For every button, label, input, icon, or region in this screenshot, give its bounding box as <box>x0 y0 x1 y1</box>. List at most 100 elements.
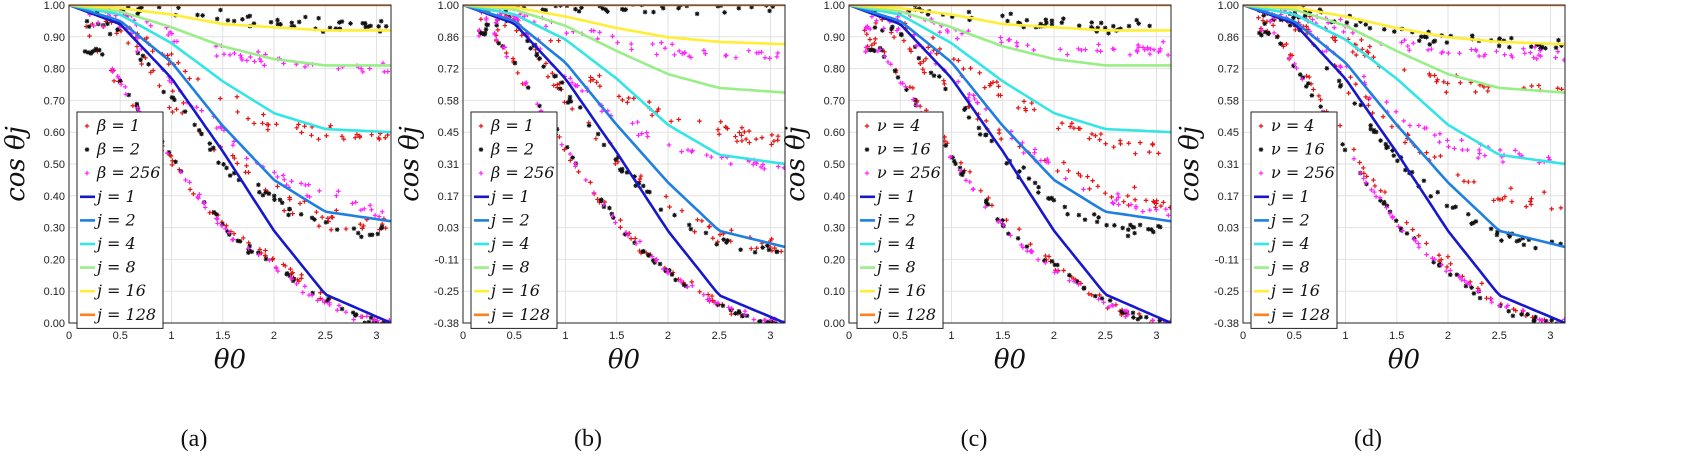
scatter-point <box>632 174 637 179</box>
scatter-point <box>1066 168 1071 174</box>
scatter-point <box>676 5 681 11</box>
scatter-point <box>1358 19 1363 24</box>
scatter-point <box>1102 25 1108 31</box>
scatter-point <box>552 74 557 79</box>
scatter-point <box>170 95 176 101</box>
scatter-point <box>523 80 529 85</box>
scatter-point <box>1366 103 1371 108</box>
scatter-point <box>484 22 489 27</box>
scatter-point <box>134 101 140 107</box>
scatter-point <box>107 31 113 37</box>
scatter-point <box>223 226 228 232</box>
scatter-point <box>196 128 202 133</box>
scatter-point <box>618 225 623 230</box>
scatter-point <box>227 52 233 58</box>
scatter-point <box>139 61 144 67</box>
scatter-point <box>646 99 652 105</box>
scatter-point <box>775 133 781 139</box>
scatter-point <box>615 154 621 160</box>
y-tick-label: 0.80 <box>824 64 845 76</box>
scatter-point <box>350 201 355 206</box>
y-tick-label: 0.60 <box>44 127 65 139</box>
scatter-point <box>1077 126 1083 131</box>
scatter-point <box>478 30 483 36</box>
scatter-point <box>214 216 220 222</box>
scatter-point <box>701 292 707 297</box>
scatter-point <box>225 229 230 234</box>
scatter-point <box>1051 197 1057 203</box>
scatter-point <box>998 93 1003 98</box>
scatter-point <box>1378 188 1384 194</box>
scatter-point <box>178 169 183 175</box>
scatter-point <box>258 59 264 64</box>
scatter-point <box>176 60 181 66</box>
scatter-point <box>300 290 306 295</box>
y-tick-label: -0.25 <box>434 286 459 298</box>
scatter-point <box>1445 138 1450 143</box>
scatter-point <box>863 49 869 54</box>
scatter-point <box>715 300 721 306</box>
scatter-point <box>688 55 694 60</box>
scatter-point <box>477 27 482 33</box>
scatter-point <box>336 188 341 194</box>
scatter-point <box>385 69 391 74</box>
scatter-point <box>115 73 121 79</box>
scatter-point <box>750 162 756 167</box>
scatter-point <box>1318 97 1323 103</box>
scatter-point <box>240 235 246 241</box>
scatter-point <box>774 249 780 255</box>
scatter-point <box>329 214 334 220</box>
scatter-point <box>863 45 869 50</box>
scatter-point <box>1271 30 1277 36</box>
legend-label: j = 16 <box>874 281 926 300</box>
scatter-point <box>138 57 143 63</box>
scatter-point <box>309 293 315 298</box>
scatter-point <box>1336 78 1342 84</box>
scatter-point <box>1366 50 1371 55</box>
chart-panel-2: -0.38 -0.25 -0.11 0.03 0.17 0.31 0.45 0.58 0.72 0… <box>395 0 786 452</box>
scatter-point <box>1443 268 1449 274</box>
scatter-point <box>302 64 308 70</box>
scatter-point <box>275 174 280 180</box>
scatter-point <box>1098 20 1104 26</box>
scatter-point <box>1378 138 1383 143</box>
scatter-point <box>624 170 630 175</box>
scatter-point <box>1008 233 1013 238</box>
scatter-point <box>1136 21 1141 26</box>
scatter-point <box>882 53 887 59</box>
scatter-point <box>317 188 322 194</box>
scatter-point <box>569 80 575 85</box>
scatter-point <box>1144 314 1149 320</box>
scatter-point <box>1416 241 1421 246</box>
scatter-point <box>747 140 752 145</box>
scatter-point <box>619 6 625 12</box>
x-tick-label: 2.5 <box>1098 330 1113 342</box>
scatter-point <box>296 19 302 25</box>
scatter-point <box>943 143 949 148</box>
scatter-point <box>601 204 607 210</box>
scatter-point <box>238 52 243 58</box>
panel-caption: (d) <box>1354 426 1382 452</box>
scatter-point <box>957 165 963 171</box>
scatter-point <box>246 246 251 251</box>
scatter-point <box>1395 158 1400 164</box>
scatter-point <box>672 212 677 218</box>
scatter-point <box>1038 158 1044 163</box>
scatter-point <box>1005 18 1010 24</box>
scatter-point <box>361 223 366 229</box>
scatter-point <box>686 222 692 228</box>
legend-label: j = 8 <box>1268 258 1310 277</box>
scatter-point <box>265 127 271 133</box>
legend-label: j = 1 <box>1268 187 1310 206</box>
scatter-point <box>1135 42 1141 48</box>
scatter-point <box>1107 298 1113 303</box>
scatter-point <box>647 189 652 195</box>
legend-label: β = 1 <box>96 116 140 135</box>
scatter-point <box>528 46 533 51</box>
plot-frame <box>462 4 786 324</box>
scatter-point <box>1432 154 1437 160</box>
chart-panel-1: 0.000.100.200.300.400.500.600.700.800.90… <box>1 0 392 452</box>
scatter-point <box>314 209 319 215</box>
scatter-point <box>1149 227 1154 232</box>
scatter-point <box>1121 199 1127 204</box>
